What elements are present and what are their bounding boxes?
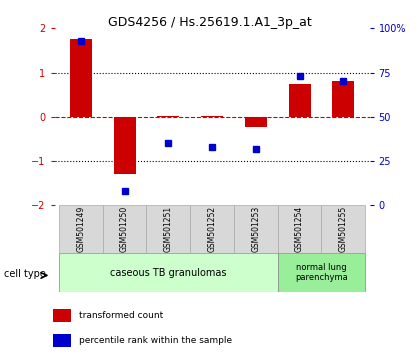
Bar	[289, 84, 310, 117]
Text: GSM501251: GSM501251	[164, 206, 173, 252]
Text: GSM501255: GSM501255	[339, 206, 348, 252]
Text: GSM501249: GSM501249	[76, 206, 85, 252]
Text: GSM501252: GSM501252	[207, 206, 217, 252]
Text: GDS4256 / Hs.25619.1.A1_3p_at: GDS4256 / Hs.25619.1.A1_3p_at	[108, 16, 312, 29]
Text: percentile rank within the sample: percentile rank within the sample	[79, 336, 232, 345]
Bar	[147, 205, 190, 253]
Bar	[52, 334, 71, 347]
Bar	[59, 205, 103, 253]
Bar	[158, 116, 179, 117]
Text: GSM501253: GSM501253	[251, 206, 260, 252]
Bar	[52, 309, 71, 322]
Text: caseous TB granulomas: caseous TB granulomas	[110, 268, 227, 278]
Bar	[332, 81, 354, 117]
Bar	[59, 253, 278, 292]
Bar	[278, 253, 365, 292]
Bar	[103, 205, 147, 253]
Text: cell type: cell type	[4, 269, 46, 279]
Bar	[190, 205, 234, 253]
Bar	[321, 205, 365, 253]
Text: transformed count: transformed count	[79, 311, 163, 320]
Bar	[114, 117, 136, 175]
Bar	[201, 116, 223, 117]
Bar	[70, 39, 92, 117]
Text: normal lung
parenchyma: normal lung parenchyma	[295, 263, 348, 282]
Bar	[245, 117, 267, 127]
Text: GSM501254: GSM501254	[295, 206, 304, 252]
Text: GSM501250: GSM501250	[120, 206, 129, 252]
Bar	[234, 205, 278, 253]
Bar	[278, 205, 321, 253]
